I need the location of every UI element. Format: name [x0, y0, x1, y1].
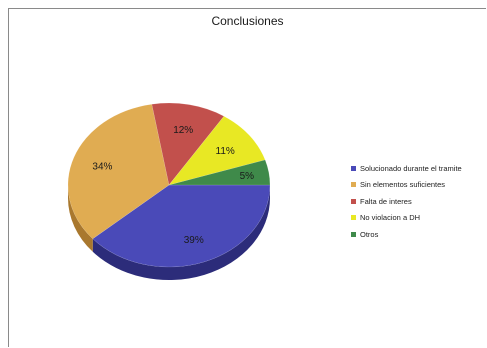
legend-swatch: [351, 215, 356, 221]
legend-label: Sin elementos suficientes: [360, 180, 446, 190]
pie-label-2: 34%: [92, 162, 112, 173]
legend-item: Sin elementos suficientes: [351, 177, 462, 194]
pie-label-4: 11%: [216, 146, 235, 157]
legend-label: Solucionado durante el tramite: [360, 163, 462, 173]
chart-title: Conclusiones: [211, 14, 284, 28]
pie-slice-2: [67, 103, 170, 240]
pie-label-3: 12%: [173, 125, 193, 136]
legend-label: Falta de interes: [360, 196, 412, 206]
pie-label-1: 39%: [184, 235, 204, 246]
pie-slice-3: [151, 102, 225, 186]
pie-label-5: 5%: [240, 171, 255, 182]
legend-label: Otros: [360, 229, 379, 239]
legend-swatch: [351, 198, 356, 204]
legend-item: No violacion a DH: [351, 210, 462, 227]
legend-item: Otros: [351, 226, 462, 243]
legend-swatch: [351, 231, 356, 237]
legend-swatch: [351, 182, 356, 188]
pie-slice-5: [168, 159, 271, 186]
legend: Solucionado durante el tramite Sin elemen…: [351, 160, 462, 243]
pie-slice-4: [168, 115, 266, 186]
legend-label: No violacion a DH: [360, 213, 421, 223]
legend-item: Falta de interes: [351, 193, 462, 210]
legend-item: Solucionado durante el tramite: [351, 160, 462, 177]
legend-swatch: [351, 165, 356, 171]
pie-side-1: [92, 185, 270, 281]
pie-slice-1: [92, 184, 271, 268]
pie-side-2: [68, 185, 93, 252]
